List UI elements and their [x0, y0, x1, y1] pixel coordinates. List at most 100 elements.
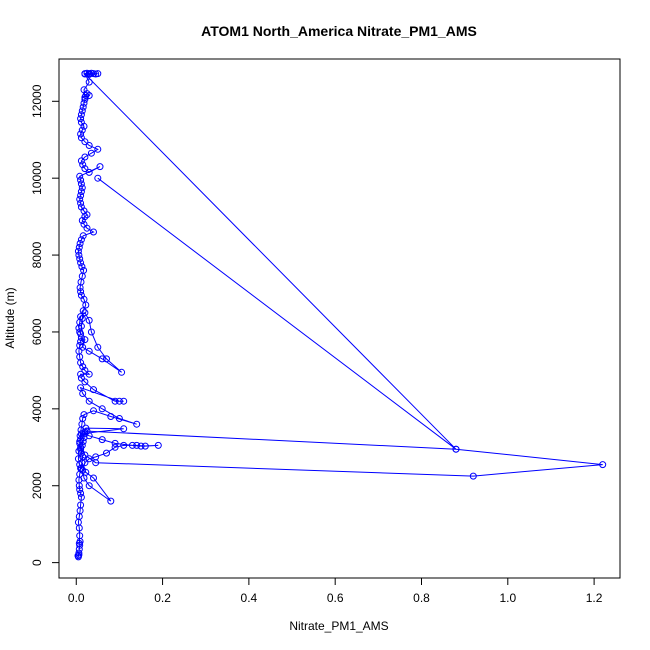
data-point [76, 195, 84, 203]
y-tick-label: 12000 [30, 84, 44, 118]
data-point [77, 489, 85, 497]
data-point [85, 70, 93, 78]
data-point [79, 103, 87, 111]
data-point [78, 184, 86, 192]
data-point [133, 420, 141, 428]
data-point [111, 397, 119, 405]
x-tick-label: 1.2 [586, 591, 603, 605]
data-point [90, 407, 97, 415]
y-tick-label: 6000 [30, 318, 44, 345]
data-point [81, 138, 89, 146]
data-point [77, 203, 85, 211]
data-point [120, 425, 128, 433]
y-tick-label: 8000 [30, 241, 44, 268]
data-point [77, 501, 85, 509]
data-point [75, 251, 83, 259]
data-point [103, 355, 110, 363]
data-point [80, 474, 88, 482]
data-point [76, 439, 84, 447]
x-tick-label: 0.8 [413, 591, 430, 605]
data-point [77, 157, 85, 165]
data-point [77, 330, 85, 338]
data-point [81, 309, 89, 317]
data-point [77, 111, 85, 119]
x-axis: 0.0 0.2 0.4 0.6 0.8 1.0 1.2 [68, 577, 603, 605]
data-point [77, 236, 85, 244]
data-point [77, 374, 85, 382]
data-point [78, 315, 86, 322]
data-point [90, 228, 97, 236]
data-point [77, 464, 85, 472]
data-point [81, 95, 89, 103]
data-point [85, 370, 93, 378]
data-point [76, 172, 84, 180]
data-point [98, 405, 106, 413]
data-point [77, 370, 85, 378]
data-point [120, 397, 128, 405]
data-point [81, 459, 89, 467]
data-point [77, 192, 85, 199]
data-point [77, 188, 85, 196]
x-tick-label: 0.2 [154, 591, 171, 605]
data-point [154, 441, 162, 449]
y-tick-label: 10000 [30, 161, 44, 195]
data-point [85, 455, 93, 463]
data-point [141, 442, 149, 450]
plot-frame [58, 58, 621, 579]
data-point [76, 532, 84, 540]
data-point [77, 176, 85, 184]
data-point [599, 461, 607, 469]
data-point [115, 415, 123, 422]
data-point [75, 539, 83, 547]
series-line [76, 72, 603, 558]
data-point [78, 107, 86, 115]
data-point [87, 149, 95, 157]
x-axis-label: Nitrate_PM1_AMS [289, 619, 388, 633]
data-point [77, 291, 85, 299]
data-point [107, 413, 115, 420]
data-point [81, 153, 89, 161]
data-point [81, 70, 89, 78]
data-point [77, 384, 85, 392]
data-point [85, 316, 93, 324]
data-point [92, 459, 100, 467]
data-point [128, 441, 136, 449]
data-point [87, 328, 95, 336]
data-point [80, 411, 88, 419]
data-point [77, 134, 85, 142]
data-point [137, 442, 145, 450]
data-point [77, 115, 85, 123]
x-tick-label: 0.0 [68, 591, 85, 605]
x-tick-label: 1.0 [499, 591, 516, 605]
data-point [133, 441, 141, 449]
data-point [81, 165, 89, 173]
data-point [76, 240, 84, 247]
data-point [94, 343, 102, 351]
data-point [79, 161, 87, 169]
data-point [75, 549, 83, 557]
data-point [85, 142, 93, 149]
data-point [94, 145, 102, 153]
data-point [469, 472, 477, 480]
y-tick-label: 0 [30, 559, 44, 566]
data-point [94, 174, 102, 182]
data-point [77, 130, 85, 138]
y-axis: 0 2000 4000 6000 8000 10000 12000 [30, 84, 60, 566]
data-point [81, 378, 89, 386]
data-point [77, 180, 85, 188]
data-point [76, 255, 84, 263]
data-point [77, 322, 85, 330]
data-point [111, 439, 119, 447]
x-tick-label: 0.6 [327, 591, 344, 605]
data-point [74, 247, 82, 255]
data-point [81, 336, 89, 344]
data-point [111, 443, 119, 451]
data-point [107, 497, 115, 505]
data-point [79, 307, 87, 315]
data-point [98, 355, 106, 363]
data-point [80, 266, 88, 274]
data-point [452, 445, 460, 453]
data-point [78, 263, 86, 271]
x-tick-label: 0.4 [241, 591, 258, 605]
